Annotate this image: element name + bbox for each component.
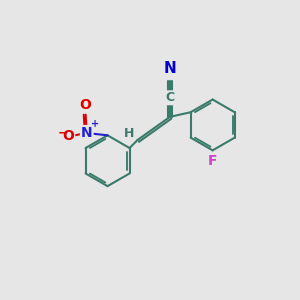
Text: O: O xyxy=(80,98,92,112)
Text: O: O xyxy=(62,130,74,143)
Text: N: N xyxy=(164,61,176,76)
Text: N: N xyxy=(81,126,93,140)
Text: C: C xyxy=(165,91,175,104)
Text: −: − xyxy=(57,127,68,140)
Text: +: + xyxy=(91,119,99,129)
Text: H: H xyxy=(124,127,134,140)
Text: F: F xyxy=(208,154,218,168)
